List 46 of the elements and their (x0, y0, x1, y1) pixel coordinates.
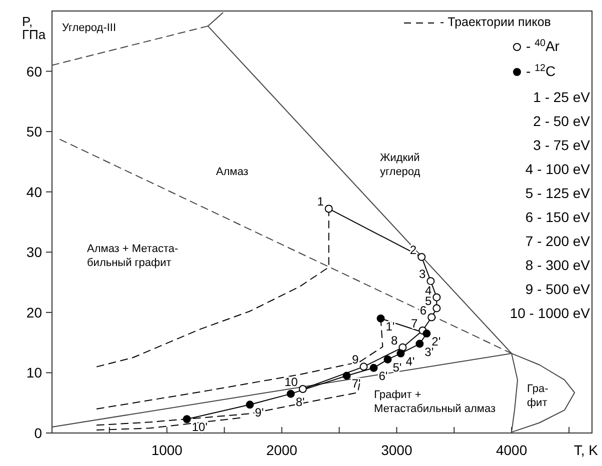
x-tick-label: 3000 (381, 442, 412, 458)
annotation: Алмаз (216, 166, 248, 178)
annotation: 3' (424, 344, 434, 359)
annotation: 7' (352, 376, 361, 391)
annotation: 7 - 200 eV (525, 233, 591, 249)
annotation: 5' (392, 360, 402, 374)
x-tick-label: 1000 (151, 442, 183, 458)
y-tick-label: 60 (26, 63, 42, 80)
x-tick-label: 4000 (496, 442, 528, 458)
annotation: Графит + Метастабильный алмаз (374, 389, 496, 415)
legend-label: - $^{40}$Ar (526, 38, 560, 54)
annotation: 9 - 500 eV (525, 281, 591, 297)
annotation: 10 (284, 374, 298, 389)
y-tick-label: 20 (26, 304, 42, 320)
annotation: 4 - 100 eV (525, 161, 591, 177)
annotation: 2 - 50 eV (533, 113, 591, 129)
annotation: 1' (386, 319, 395, 334)
legend-label: - $^{12}$C (526, 62, 556, 79)
annotation: 6 - 150 eV (525, 209, 591, 225)
y-tick-label: 30 (26, 244, 42, 260)
y-tick-label: 40 (26, 184, 42, 200)
annotation: 7 (410, 316, 418, 331)
x-tick-label: 2000 (266, 442, 298, 458)
annotation: Жидкий углерод (380, 152, 421, 178)
annotation: 9 (352, 352, 360, 367)
annotation: Углерод-III (62, 22, 116, 34)
annotation: 2' (432, 334, 441, 349)
annotation: Гра- фит (527, 383, 549, 409)
y-tick-label: 10 (26, 364, 42, 381)
annotation: 1 - 25 eV (533, 89, 591, 105)
annotation: 5 - 125 eV (525, 185, 591, 201)
annotation: 8 - 300 eV (525, 257, 591, 273)
annotation: 8 (390, 333, 398, 348)
y-tick-label: 0 (34, 425, 42, 441)
annotation: 3 - 75 eV (533, 137, 591, 153)
annotation: 4' (406, 354, 415, 368)
annotation: Алмаз + Метаста- бильный графит (87, 243, 178, 269)
annotation: 10 - 1000 eV (510, 305, 591, 321)
x-axis-title: T, K (574, 442, 599, 458)
legend-label: - Траектории пиков (440, 15, 552, 29)
annotation: 3 (419, 267, 426, 282)
y-tick-label: 50 (26, 124, 42, 140)
annotation: 10' (192, 420, 208, 434)
annotation: 1 (317, 194, 324, 209)
annotation: 8' (296, 394, 305, 409)
y-axis-title: P, ГПа (22, 14, 46, 42)
